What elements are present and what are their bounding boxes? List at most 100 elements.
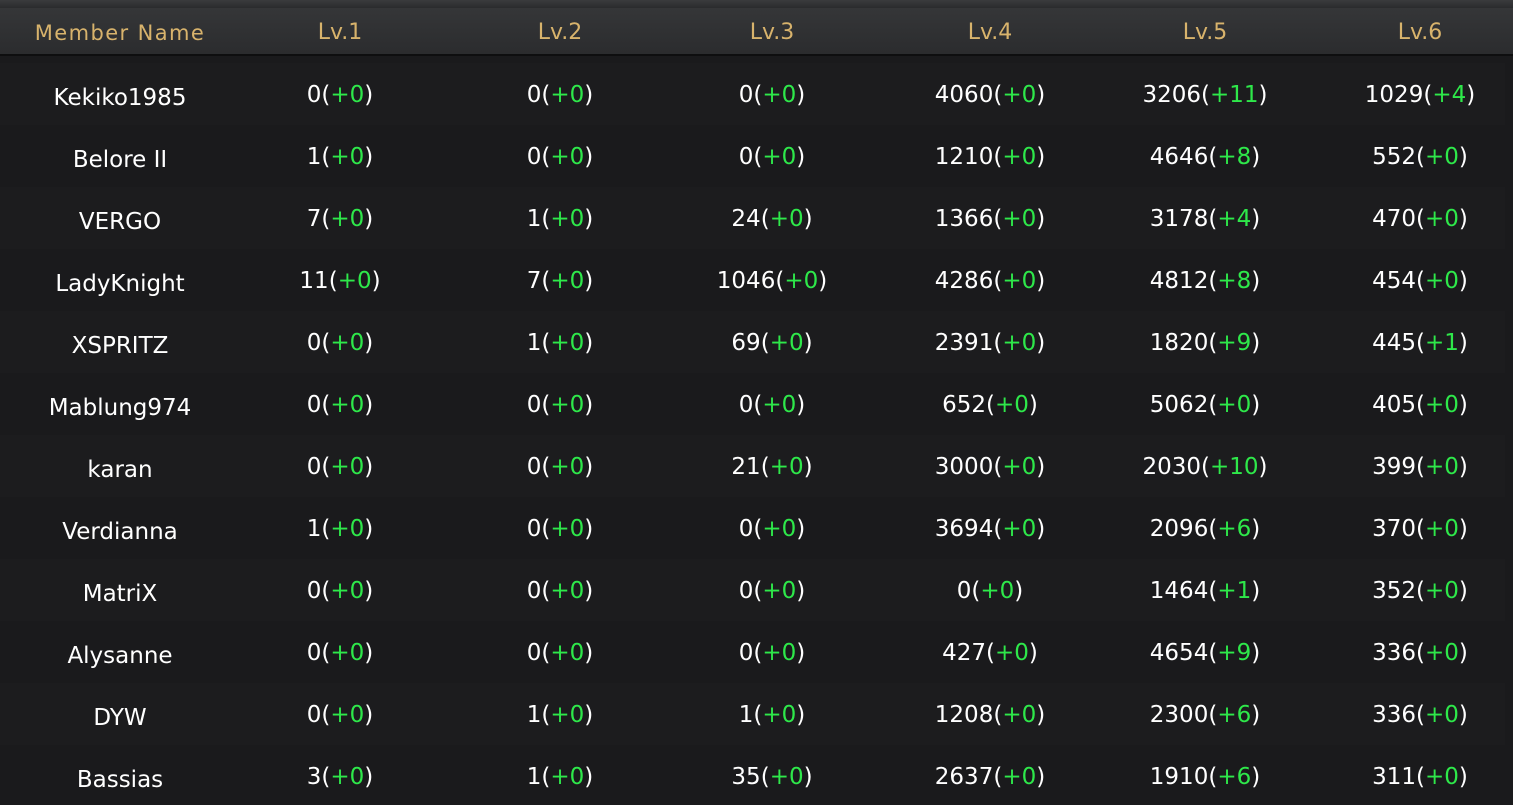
level-delta: +0 (1425, 516, 1459, 542)
open-paren: ( (321, 82, 331, 108)
level-count: 0 (306, 82, 322, 108)
level-1-cell: 1(+0) (307, 497, 374, 559)
open-paren: ( (760, 330, 770, 356)
level-1-cell: 0(+0) (307, 373, 374, 435)
level-count: 0 (526, 144, 542, 170)
open-paren: ( (993, 764, 1003, 790)
level-count: 3000 (934, 454, 994, 480)
level-delta: +4 (1217, 206, 1252, 232)
level-delta: +0 (1425, 144, 1459, 170)
level-delta: +9 (1217, 640, 1252, 666)
member-name: VERGO (78, 209, 162, 235)
level-count: 2637 (934, 764, 994, 790)
close-paren: ) (584, 702, 594, 728)
level-delta: +0 (769, 454, 804, 480)
close-paren: ) (364, 144, 374, 170)
table-row[interactable]: LadyKnight 11(+0) 7(+0) 1046(+0) 4286(+0) 481… (0, 249, 1505, 312)
table-row[interactable]: Verdianna 1(+0) 0(+0) 0(+0) 3694(+0) 2096(+6)… (0, 497, 1505, 560)
level-delta: +0 (1217, 392, 1252, 418)
level-delta: +0 (550, 516, 585, 542)
header-level-1: Lv.1 (317, 20, 363, 45)
level-delta: +0 (1002, 764, 1037, 790)
level-1-cell: 3(+0) (307, 745, 374, 805)
level-count: 21 (731, 454, 761, 480)
level-1-cell: 11(+0) (299, 249, 380, 311)
level-count: 0 (306, 578, 322, 604)
open-paren: ( (541, 640, 551, 666)
level-delta: +0 (1425, 640, 1459, 666)
level-delta: +0 (550, 268, 585, 294)
level-delta: +1 (1425, 330, 1459, 356)
level-count: 5062 (1149, 392, 1209, 418)
close-paren: ) (796, 702, 806, 728)
open-paren: ( (1201, 454, 1210, 480)
member-name: XSPRITZ (71, 333, 169, 359)
open-paren: ( (541, 206, 551, 232)
level-5-cell: 2300(+6) (1150, 683, 1260, 745)
table-row[interactable]: Alysanne 0(+0) 0(+0) 0(+0) 427(+0) 4654(+9) 33… (0, 621, 1505, 684)
open-paren: ( (993, 454, 1003, 480)
close-paren: ) (1458, 640, 1468, 666)
close-paren: ) (364, 206, 374, 232)
level-delta: +0 (1425, 764, 1459, 790)
member-name: Verdianna (62, 519, 178, 545)
close-paren: ) (1458, 578, 1468, 604)
level-count: 7 (526, 268, 542, 294)
header-member-name: Member Name (34, 21, 206, 45)
close-paren: ) (1036, 82, 1046, 108)
member-name: Kekiko1985 (53, 85, 187, 111)
open-paren: ( (993, 516, 1003, 542)
level-4-cell: 1210(+0) (935, 125, 1045, 187)
level-count: 0 (738, 516, 754, 542)
level-3-cell: 24(+0) (731, 187, 812, 249)
table-row[interactable]: Mablung974 0(+0) 0(+0) 0(+0) 652(+0) 5062(+0)… (0, 373, 1505, 436)
open-paren: ( (753, 144, 763, 170)
level-count: 0 (738, 144, 754, 170)
level-delta: +0 (1425, 392, 1459, 418)
close-paren: ) (1251, 764, 1261, 790)
table-row[interactable]: XSPRITZ 0(+0) 1(+0) 69(+0) 2391(+0) 1820(+9) 4… (0, 311, 1505, 374)
level-1-cell: 0(+0) (307, 63, 374, 125)
open-paren: ( (993, 82, 1003, 108)
header-level-6: Lv.6 (1397, 20, 1443, 45)
table-row[interactable]: VERGO 7(+0) 1(+0) 24(+0) 1366(+0) 3178(+4) 470… (0, 187, 1505, 250)
level-delta: +0 (762, 578, 797, 604)
level-delta: +0 (550, 206, 585, 232)
open-paren: ( (1208, 268, 1218, 294)
close-paren: ) (364, 764, 374, 790)
close-paren: ) (1028, 640, 1038, 666)
open-paren: ( (760, 206, 770, 232)
level-delta: +0 (550, 578, 585, 604)
close-paren: ) (1036, 516, 1046, 542)
level-count: 427 (942, 640, 987, 666)
table-row[interactable]: Belore II 1(+0) 0(+0) 0(+0) 1210(+0) 4646(+8)… (0, 125, 1505, 188)
open-paren: ( (993, 144, 1003, 170)
level-5-cell: 1910(+6) (1150, 745, 1260, 805)
level-count: 4286 (934, 268, 994, 294)
level-delta: +0 (1425, 578, 1459, 604)
level-count: 0 (738, 82, 754, 108)
level-count: 2300 (1149, 702, 1209, 728)
open-paren: ( (993, 330, 1003, 356)
close-paren: ) (1258, 454, 1268, 480)
member-name: DYW (93, 705, 147, 731)
close-paren: ) (1458, 454, 1468, 480)
table-row[interactable]: Kekiko1985 0(+0) 0(+0) 0(+0) 4060(+0) 3206(+1… (0, 63, 1505, 126)
open-paren: ( (775, 268, 785, 294)
level-count: 1 (526, 764, 542, 790)
level-count: 1 (738, 702, 754, 728)
member-table-body[interactable]: Kekiko1985 0(+0) 0(+0) 0(+0) 4060(+0) 3206(+1… (0, 56, 1513, 805)
open-paren: ( (1416, 268, 1425, 294)
close-paren: ) (364, 330, 374, 356)
level-count: 652 (942, 392, 987, 418)
table-row[interactable]: DYW 0(+0) 1(+0) 1(+0) 1208(+0) 2300(+6) 336(+0… (0, 683, 1505, 746)
level-delta: +0 (1425, 454, 1459, 480)
open-paren: ( (1416, 144, 1425, 170)
table-row[interactable]: MatriX 0(+0) 0(+0) 0(+0) 0(+0) 1464(+1) 352(+0… (0, 559, 1505, 622)
level-2-cell: 0(+0) (527, 559, 594, 621)
top-frame-strip (0, 0, 1513, 8)
table-row[interactable]: karan 0(+0) 0(+0) 21(+0) 3000(+0) 2030(+10) 39… (0, 435, 1505, 498)
level-5-cell: 4654(+9) (1150, 621, 1260, 683)
table-row[interactable]: Bassias 3(+0) 1(+0) 35(+0) 2637(+0) 1910(+6) 3… (0, 745, 1505, 805)
close-paren: ) (803, 330, 813, 356)
